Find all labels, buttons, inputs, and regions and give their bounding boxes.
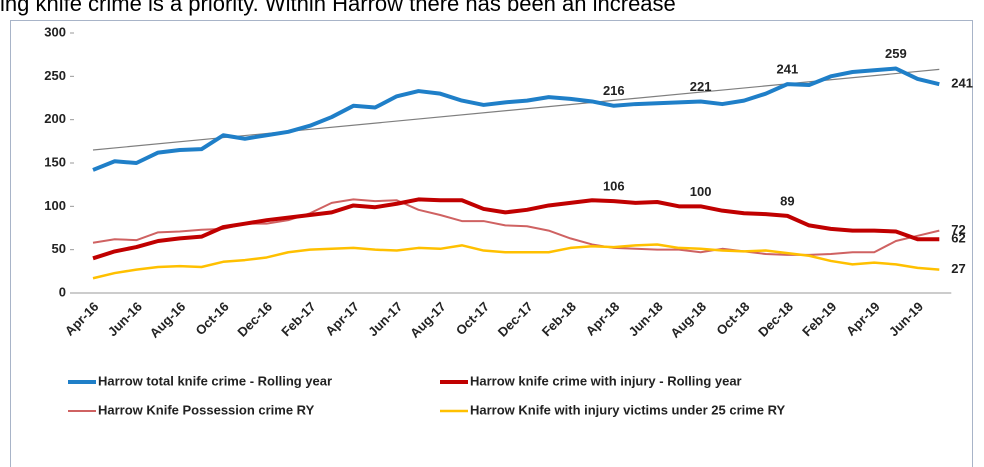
x-tick-label: Aug-16	[147, 299, 189, 341]
x-tick-label: Oct-18	[713, 299, 752, 338]
legend-label: Harrow knife crime with injury - Rolling…	[470, 373, 742, 388]
y-tick-label: 100	[44, 198, 66, 213]
y-tick-label: 250	[44, 68, 66, 83]
data-label: 106	[603, 179, 625, 194]
x-tick-label: Oct-17	[453, 299, 492, 338]
legend-label: Harrow Knife with injury victims under 2…	[470, 402, 786, 417]
legend-label: Harrow total knife crime - Rolling year	[98, 373, 332, 388]
x-tick-label: Jun-19	[886, 299, 926, 339]
x-tick-label: Dec-18	[755, 299, 796, 340]
data-label: 72	[951, 222, 965, 237]
y-tick-label: 0	[59, 284, 66, 299]
header-text: ing knife crime is a priority. Within Ha…	[0, 0, 676, 16]
x-tick-label: Apr-16	[62, 299, 102, 339]
legend-label: Harrow Knife Possession crime RY	[98, 402, 315, 417]
x-tick-label: Dec-16	[234, 299, 275, 340]
data-label: 27	[951, 261, 965, 276]
x-tick-label: Apr-17	[322, 299, 362, 339]
data-label: 241	[777, 62, 799, 77]
x-tick-label: Apr-19	[843, 299, 883, 339]
x-tick-label: Jun-17	[365, 299, 405, 339]
data-label: 216	[603, 83, 625, 98]
x-tick-label: Jun-16	[105, 299, 145, 339]
data-label: 259	[885, 46, 907, 61]
x-tick-label: Oct-16	[193, 299, 232, 338]
chart-frame	[10, 20, 973, 467]
x-tick-label: Dec-17	[495, 299, 536, 340]
x-tick-label: Feb-17	[278, 299, 318, 339]
x-tick-label: Aug-17	[407, 299, 449, 341]
y-tick-label: 300	[44, 24, 66, 39]
data-label: 62	[951, 231, 965, 246]
data-label: 89	[780, 193, 794, 208]
x-tick-label: Jun-18	[626, 299, 666, 339]
x-tick-label: Aug-18	[667, 299, 709, 341]
y-tick-label: 50	[52, 241, 66, 256]
series-line	[92, 243, 940, 280]
x-tick-label: Feb-18	[539, 299, 579, 339]
data-label: 241	[951, 76, 973, 91]
y-tick-label: 200	[44, 111, 66, 126]
data-label: 221	[690, 79, 712, 94]
data-label: 100	[690, 184, 712, 199]
series-line	[92, 66, 940, 172]
series-line	[92, 197, 940, 261]
x-tick-label: Apr-18	[583, 299, 623, 339]
y-tick-label: 150	[44, 154, 66, 169]
x-tick-label: Feb-19	[799, 299, 839, 339]
